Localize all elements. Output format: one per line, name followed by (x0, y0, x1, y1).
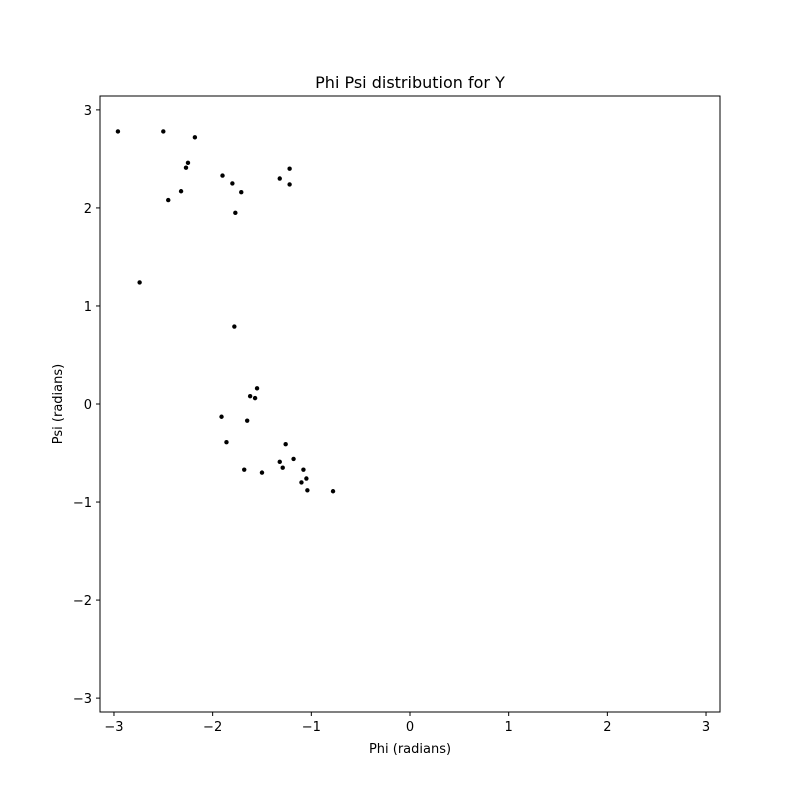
x-tick-label: −1 (302, 720, 321, 735)
data-point (219, 414, 224, 419)
y-tick-label: 3 (84, 104, 92, 119)
data-point (301, 467, 306, 472)
data-point (291, 456, 296, 462)
data-point (259, 470, 265, 475)
y-tick-label: −2 (73, 594, 92, 609)
data-point (254, 386, 260, 391)
y-axis-label: Psi (radians) (51, 364, 66, 444)
y-tick-label: 1 (84, 300, 92, 315)
data-point (185, 160, 191, 166)
data-point (166, 197, 171, 203)
y-axis: −3 −2 −1 0 1 2 3 (73, 104, 100, 707)
data-points (115, 129, 336, 494)
x-tick-label: 2 (603, 720, 611, 735)
data-point (233, 210, 238, 216)
y-tick-label: 0 (84, 398, 92, 413)
data-point (232, 324, 237, 329)
data-point (287, 182, 292, 187)
y-tick-label: 2 (84, 202, 92, 217)
data-point (242, 467, 247, 472)
data-point (277, 176, 282, 181)
data-point (137, 280, 142, 285)
data-point (305, 488, 310, 493)
data-point (161, 129, 166, 134)
data-point (277, 459, 282, 465)
data-point (239, 190, 244, 195)
data-point (192, 135, 198, 140)
data-point (247, 393, 253, 399)
plot-area (99, 95, 721, 713)
x-tick-label: 3 (702, 720, 710, 735)
data-point (283, 441, 288, 447)
y-tick-label: −1 (73, 496, 92, 511)
x-tick-label: 0 (406, 720, 414, 735)
data-point (304, 476, 309, 481)
chart-title: Phi Psi distribution for Y (315, 73, 505, 92)
data-point (299, 480, 304, 485)
data-point (252, 395, 258, 401)
data-point (230, 181, 235, 186)
x-tick-label: −3 (104, 720, 123, 735)
data-point (220, 173, 225, 178)
x-axis-label: Phi (radians) (369, 742, 451, 757)
data-point (178, 189, 184, 194)
data-point (224, 440, 229, 445)
data-point (183, 165, 189, 170)
data-point (280, 465, 285, 470)
x-tick-label: 1 (505, 720, 513, 735)
data-point (115, 129, 121, 134)
data-point (244, 418, 250, 423)
data-point (287, 166, 292, 171)
data-point (330, 489, 336, 494)
x-axis: −3 −2 −1 0 1 2 3 (104, 712, 710, 735)
y-tick-label: −3 (73, 692, 92, 707)
x-tick-label: −2 (203, 720, 222, 735)
